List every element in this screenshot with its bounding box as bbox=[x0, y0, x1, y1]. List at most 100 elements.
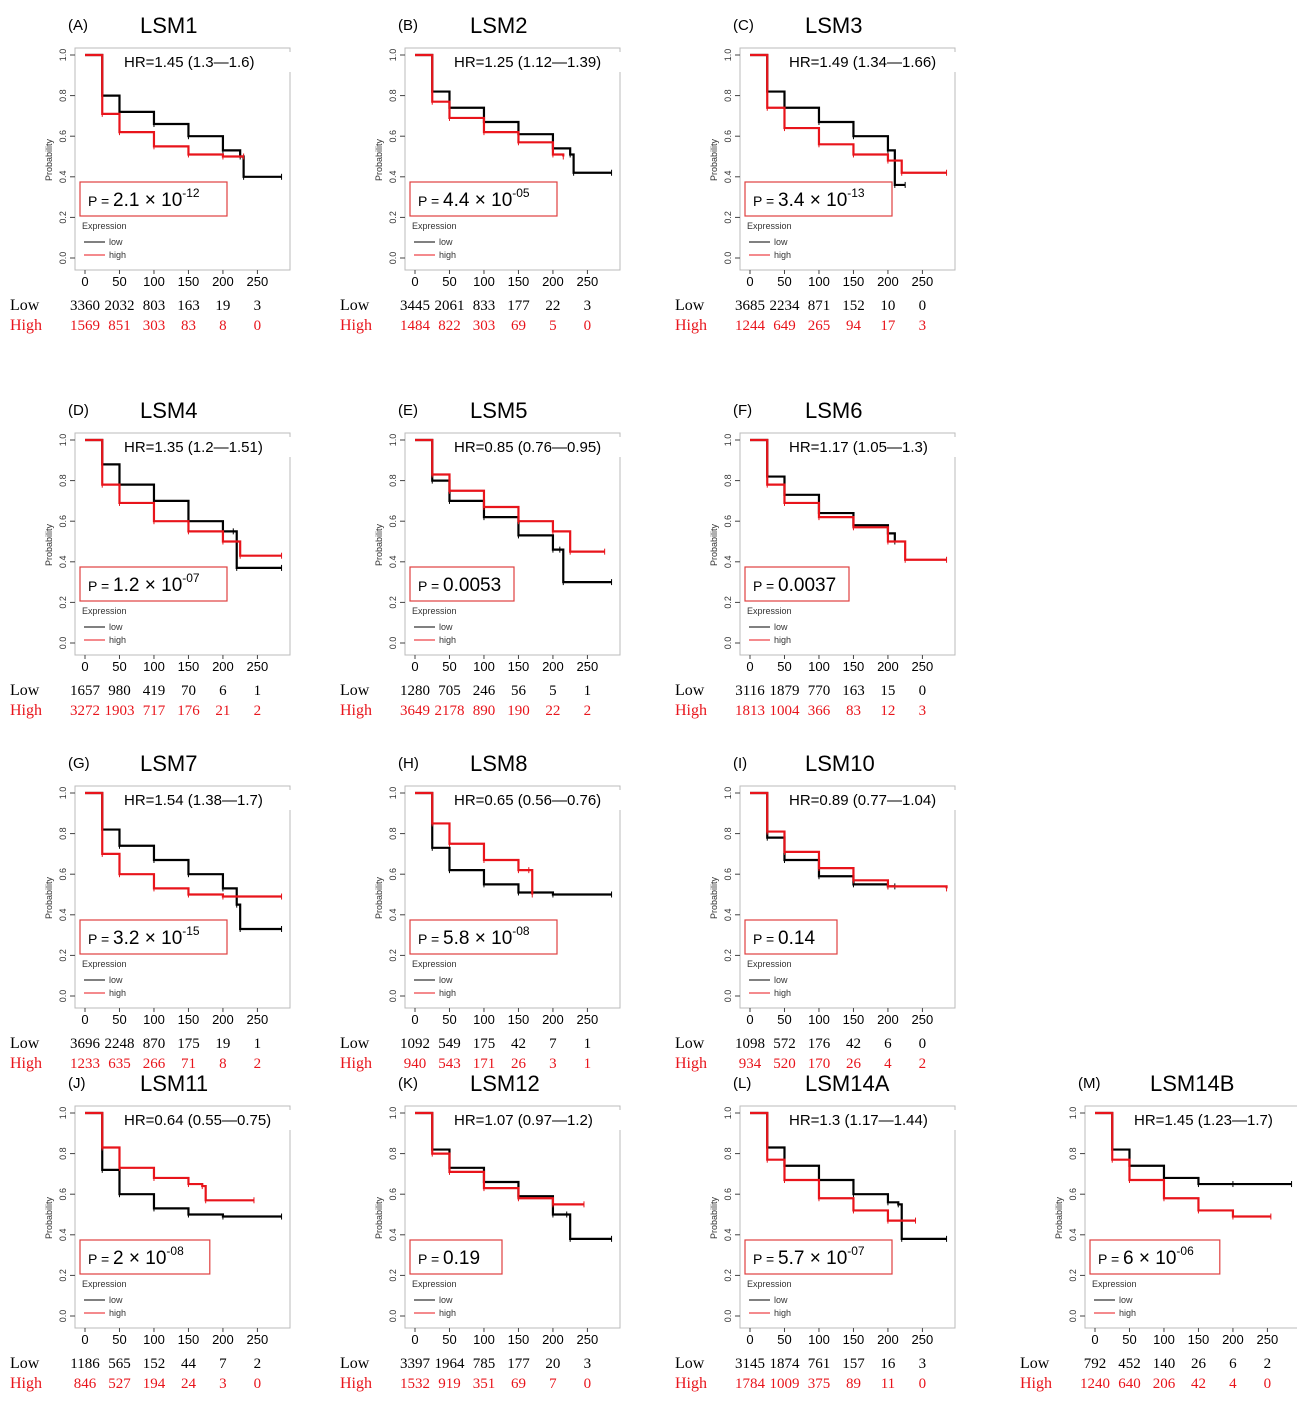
curve-high bbox=[85, 1111, 254, 1202]
y-tick-label: 0.2 bbox=[388, 1269, 398, 1282]
y-tick-label: 0.2 bbox=[723, 1269, 733, 1282]
y-tick-label: 0.4 bbox=[723, 171, 733, 184]
y-tick-label: 0.6 bbox=[723, 515, 733, 528]
p-value-backdrop bbox=[410, 920, 557, 954]
x-tick-label: 250 bbox=[247, 1012, 269, 1027]
y-axis-label: Probability bbox=[44, 523, 54, 566]
curve-high bbox=[415, 438, 605, 553]
x-tick-label: 250 bbox=[577, 659, 599, 674]
at-risk-high-value: 0 bbox=[919, 1376, 927, 1392]
at-risk-high-value: 8 bbox=[219, 318, 227, 334]
y-tick-label: 1.0 bbox=[388, 1107, 398, 1120]
y-tick-label: 0.8 bbox=[723, 1147, 733, 1160]
at-risk-high-value: 265 bbox=[808, 318, 831, 334]
curve-high bbox=[415, 791, 534, 895]
y-tick-label: 0.4 bbox=[58, 171, 68, 184]
at-risk-low-value: 2 bbox=[1264, 1356, 1272, 1372]
curve-high bbox=[750, 53, 947, 174]
at-risk-low-label: Low bbox=[340, 297, 370, 314]
legend-low-label: low bbox=[439, 1295, 453, 1305]
y-tick-label: 1.0 bbox=[58, 49, 68, 62]
at-risk-low-value: 980 bbox=[108, 683, 131, 699]
at-risk-high-value: 3 bbox=[549, 1056, 557, 1072]
x-tick-label: 250 bbox=[247, 1332, 269, 1347]
p-times: × 10 bbox=[139, 575, 182, 596]
at-risk-low-value: 152 bbox=[143, 1356, 166, 1372]
at-risk-low-label: Low bbox=[675, 297, 705, 314]
panel-title: LSM12 bbox=[470, 1071, 540, 1096]
p-value: P = 0.0053 bbox=[418, 575, 501, 596]
km-panel-lsm11: (J) LSM11 0.0 0.2 0.4 0.6 0.8 1.0 Probability 0 50… bbox=[0, 1058, 300, 1403]
hazard-ratio: HR=0.65 (0.56—0.76) bbox=[454, 792, 601, 809]
legend-title: Expression bbox=[412, 606, 457, 616]
x-tick-label: 200 bbox=[877, 1012, 899, 1027]
at-risk-low-label: Low bbox=[340, 1355, 370, 1372]
p-prefix: P = bbox=[753, 193, 778, 209]
hazard-ratio: HR=1.54 (1.38—1.7) bbox=[124, 792, 263, 809]
y-axis-label: Probability bbox=[44, 1196, 54, 1239]
at-risk-low-value: 833 bbox=[473, 298, 496, 314]
at-risk-high-value: 2 bbox=[919, 1056, 927, 1072]
at-risk-low-value: 7 bbox=[219, 1356, 227, 1372]
at-risk-low-label: Low bbox=[340, 682, 370, 699]
y-axis-label: Probability bbox=[1054, 1196, 1064, 1239]
panel-letter: (I) bbox=[733, 755, 747, 772]
at-risk-low-value: 19 bbox=[215, 1036, 230, 1052]
hazard-ratio: HR=1.49 (1.34—1.66) bbox=[789, 54, 936, 71]
at-risk-low-value: 3116 bbox=[735, 683, 765, 699]
at-risk-high-value: 822 bbox=[438, 318, 461, 334]
y-tick-label: 0.6 bbox=[723, 130, 733, 143]
y-tick-label: 0.0 bbox=[723, 252, 733, 265]
y-tick-label: 1.0 bbox=[723, 787, 733, 800]
at-risk-low-value: 1 bbox=[584, 1036, 592, 1052]
p-times: × 10 bbox=[139, 928, 182, 949]
at-risk-high-value: 0 bbox=[1264, 1376, 1272, 1392]
legend-low-label: low bbox=[774, 622, 788, 632]
at-risk-high-value: 7 bbox=[549, 1376, 557, 1392]
curve-high bbox=[750, 438, 947, 561]
km-panel-lsm6: (F) LSM6 0.0 0.2 0.4 0.6 0.8 1.0 Probability 0 50 1… bbox=[665, 385, 965, 730]
at-risk-low-label: Low bbox=[10, 682, 40, 699]
y-tick-label: 0.6 bbox=[1068, 1188, 1078, 1201]
y-tick-label: 0.0 bbox=[723, 1310, 733, 1323]
x-tick-label: 200 bbox=[877, 1332, 899, 1347]
panel-letter: (H) bbox=[398, 755, 419, 772]
at-risk-low-value: 452 bbox=[1118, 1356, 1141, 1372]
at-risk-low-value: 176 bbox=[808, 1036, 831, 1052]
at-risk-low-value: 3696 bbox=[70, 1036, 101, 1052]
at-risk-high-value: 1484 bbox=[400, 318, 431, 334]
at-risk-high-label: High bbox=[675, 1375, 707, 1392]
at-risk-low-value: 0 bbox=[919, 1036, 927, 1052]
at-risk-high-value: 4 bbox=[1229, 1376, 1237, 1392]
p-value-backdrop bbox=[410, 1240, 502, 1274]
x-tick-label: 100 bbox=[473, 1012, 495, 1027]
legend-high-label: high bbox=[109, 988, 126, 998]
at-risk-low-value: 785 bbox=[473, 1356, 496, 1372]
x-tick-label: 150 bbox=[843, 1332, 865, 1347]
x-tick-label: 50 bbox=[112, 274, 126, 289]
legend-title: Expression bbox=[747, 221, 792, 231]
y-tick-label: 0.6 bbox=[58, 868, 68, 881]
p-value-box bbox=[1089, 1239, 1221, 1275]
legend-low-label: low bbox=[774, 975, 788, 985]
curve-low bbox=[415, 53, 612, 174]
y-tick-label: 0.0 bbox=[388, 637, 398, 650]
y-tick-label: 0.0 bbox=[1068, 1310, 1078, 1323]
at-risk-low-value: 175 bbox=[177, 1036, 200, 1052]
y-tick-label: 1.0 bbox=[58, 434, 68, 447]
p-prefix: P = bbox=[418, 931, 443, 947]
x-tick-label: 250 bbox=[247, 659, 269, 674]
at-risk-high-value: 366 bbox=[808, 703, 831, 719]
panel-letter: (F) bbox=[733, 402, 752, 419]
at-risk-high-value: 69 bbox=[511, 1376, 526, 1392]
p-value-box bbox=[79, 1239, 211, 1275]
x-tick-label: 250 bbox=[1257, 1332, 1279, 1347]
at-risk-high-value: 190 bbox=[507, 703, 529, 719]
p-mantissa: 4.4 bbox=[443, 190, 470, 211]
at-risk-high-value: 24 bbox=[181, 1376, 197, 1392]
panel-title: LSM2 bbox=[470, 13, 527, 38]
at-risk-low-label: Low bbox=[10, 297, 40, 314]
hazard-ratio: HR=1.3 (1.17—1.44) bbox=[789, 1112, 928, 1129]
x-tick-label: 0 bbox=[746, 659, 753, 674]
y-tick-label: 0.4 bbox=[388, 556, 398, 569]
